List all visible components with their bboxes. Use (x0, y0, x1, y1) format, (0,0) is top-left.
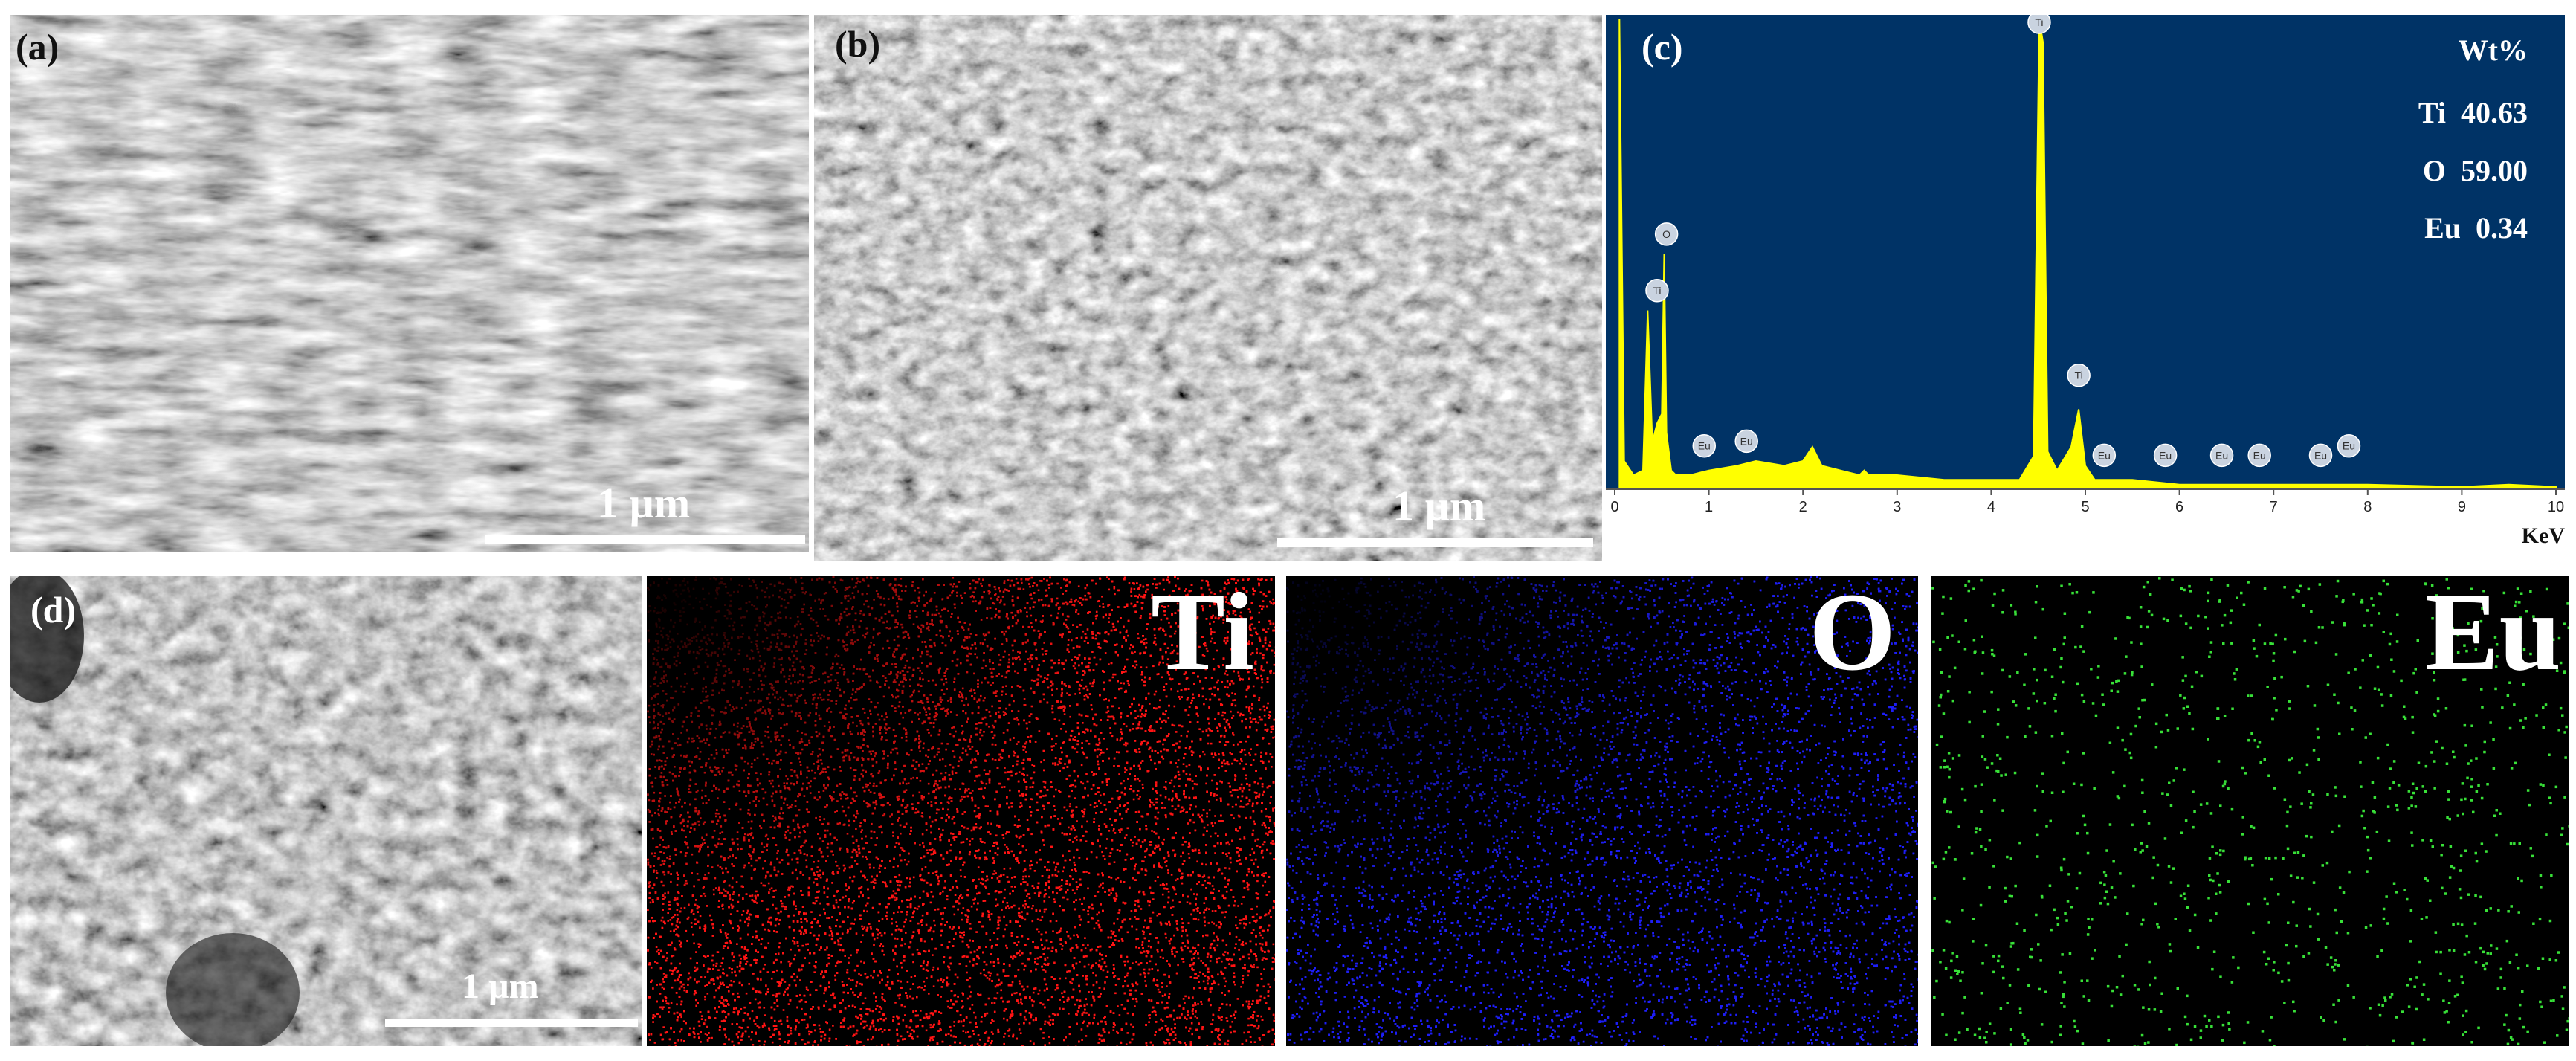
x-tick-label-0: 0 (1610, 499, 1618, 515)
ti-map-dots (647, 576, 1275, 1046)
eds-map-o: O (1286, 576, 1918, 1046)
peak-label-eu-6: Eu (2092, 443, 2117, 468)
x-tick-label-1: 1 (1705, 499, 1713, 515)
peak-label-eu-9: Eu (2247, 443, 2271, 468)
composition-ti: Ti 40.63 (2418, 98, 2528, 128)
composition-o-value: 59.00 (2461, 154, 2528, 187)
svg-text:Ti: Ti (1653, 285, 1661, 297)
peak-label-ti-5: Ti (2067, 363, 2091, 387)
svg-text:Eu: Eu (2215, 449, 2228, 461)
x-tick-label-10: 10 (2548, 499, 2564, 515)
svg-text:Eu: Eu (2253, 449, 2266, 461)
x-tick-label-4: 4 (1987, 499, 1995, 515)
map-title-o: O (1809, 576, 1896, 688)
composition-ti-element: Ti (2418, 96, 2446, 129)
eds-map-ti: Ti (647, 576, 1275, 1046)
x-axis-label: KeV (2522, 523, 2566, 548)
peak-label-eu-3: Eu (1734, 429, 1758, 454)
sem-image-a: (a) 1 µm (10, 15, 809, 552)
sem-texture-b (814, 15, 1602, 561)
eds-peak-label-layer: Ti O Eu Eu Ti Ti Eu Eu Eu Eu Eu Eu (1645, 15, 2361, 468)
peak-label-ti-4: Ti (2027, 15, 2051, 34)
composition-o-element: O (2423, 154, 2446, 187)
x-tick-label-9: 9 (2458, 499, 2466, 515)
peak-label-eu-7: Eu (2153, 443, 2178, 468)
eds-axis-layer: 0 1 2 3 4 5 6 7 8 9 10 KeV (1606, 488, 2566, 548)
svg-text:Eu: Eu (1698, 440, 1711, 452)
x-tick-label-2: 2 (1799, 499, 1807, 515)
composition-header: Wt% (2459, 36, 2528, 65)
peak-label-eu-8: Eu (2209, 443, 2234, 468)
svg-text:O: O (1662, 228, 1670, 240)
sem-texture-a (10, 15, 809, 552)
scale-bar-label-d: 1 µm (462, 969, 539, 1004)
svg-text:Eu: Eu (2343, 440, 2355, 452)
svg-text:Eu: Eu (2314, 449, 2327, 461)
map-title-eu: Eu (2425, 576, 2561, 688)
peak-label-ti-0: Ti (1645, 279, 1669, 303)
svg-text:Ti: Ti (2075, 370, 2083, 381)
composition-ti-value: 40.63 (2461, 96, 2528, 129)
svg-text:Eu: Eu (2098, 449, 2111, 461)
scale-bar-a (485, 535, 805, 544)
eds-spectrum-panel: Ti O Eu Eu Ti Ti Eu Eu Eu Eu Eu Eu 0 1 2 3 4 5 6 7 8 9 10 KeV … (1606, 15, 2572, 558)
panel-label-d: (d) (30, 591, 76, 628)
peak-label-o-1: O (1654, 222, 1679, 246)
composition-eu-value: 0.34 (2476, 211, 2528, 245)
eds-map-eu: Eu (1931, 576, 2569, 1046)
x-tick-label-6: 6 (2175, 499, 2183, 515)
map-title-ti: Ti (1151, 576, 1254, 688)
composition-o: O 59.00 (2423, 156, 2528, 186)
x-tick-label-3: 3 (1893, 499, 1901, 515)
composition-eu-element: Eu (2424, 211, 2461, 245)
scale-bar-label-a: 1 µm (597, 482, 690, 525)
x-tick-label-5: 5 (2081, 499, 2089, 515)
peak-label-eu-2: Eu (1692, 433, 1717, 458)
sem-texture-d (10, 576, 642, 1046)
scale-bar-label-b: 1 µm (1392, 485, 1485, 528)
composition-eu: Eu 0.34 (2424, 213, 2528, 243)
eds-spectrum-layer (1618, 18, 2557, 490)
eds-spectrum-line (1618, 18, 2557, 490)
scale-bar-b (1277, 538, 1593, 547)
sem-image-b: (b) 1 µm (814, 15, 1602, 561)
sem-image-d: (d) 1 µm (10, 576, 642, 1046)
peak-label-eu-11: Eu (2337, 433, 2361, 458)
svg-text:Eu: Eu (1740, 435, 1753, 447)
peak-label-eu-10: Eu (2308, 443, 2333, 468)
svg-text:Eu: Eu (2159, 449, 2172, 461)
x-tick-label-7: 7 (2270, 499, 2278, 515)
eds-spectrum-chart: Ti O Eu Eu Ti Ti Eu Eu Eu Eu Eu Eu 0 1 2 3 4 5 6 7 8 9 10 KeV (1606, 15, 2566, 548)
x-tick-label-8: 8 (2363, 499, 2372, 515)
svg-text:Ti: Ti (2035, 16, 2043, 28)
panel-label-a: (a) (16, 28, 59, 65)
o-map-dots (1286, 576, 1918, 1046)
scale-bar-d (385, 1019, 638, 1027)
panel-label-c: (c) (1642, 28, 1683, 65)
eds-plot-background (1606, 15, 2565, 489)
panel-label-b: (b) (835, 25, 880, 62)
eu-map-dots (1931, 577, 2569, 1046)
